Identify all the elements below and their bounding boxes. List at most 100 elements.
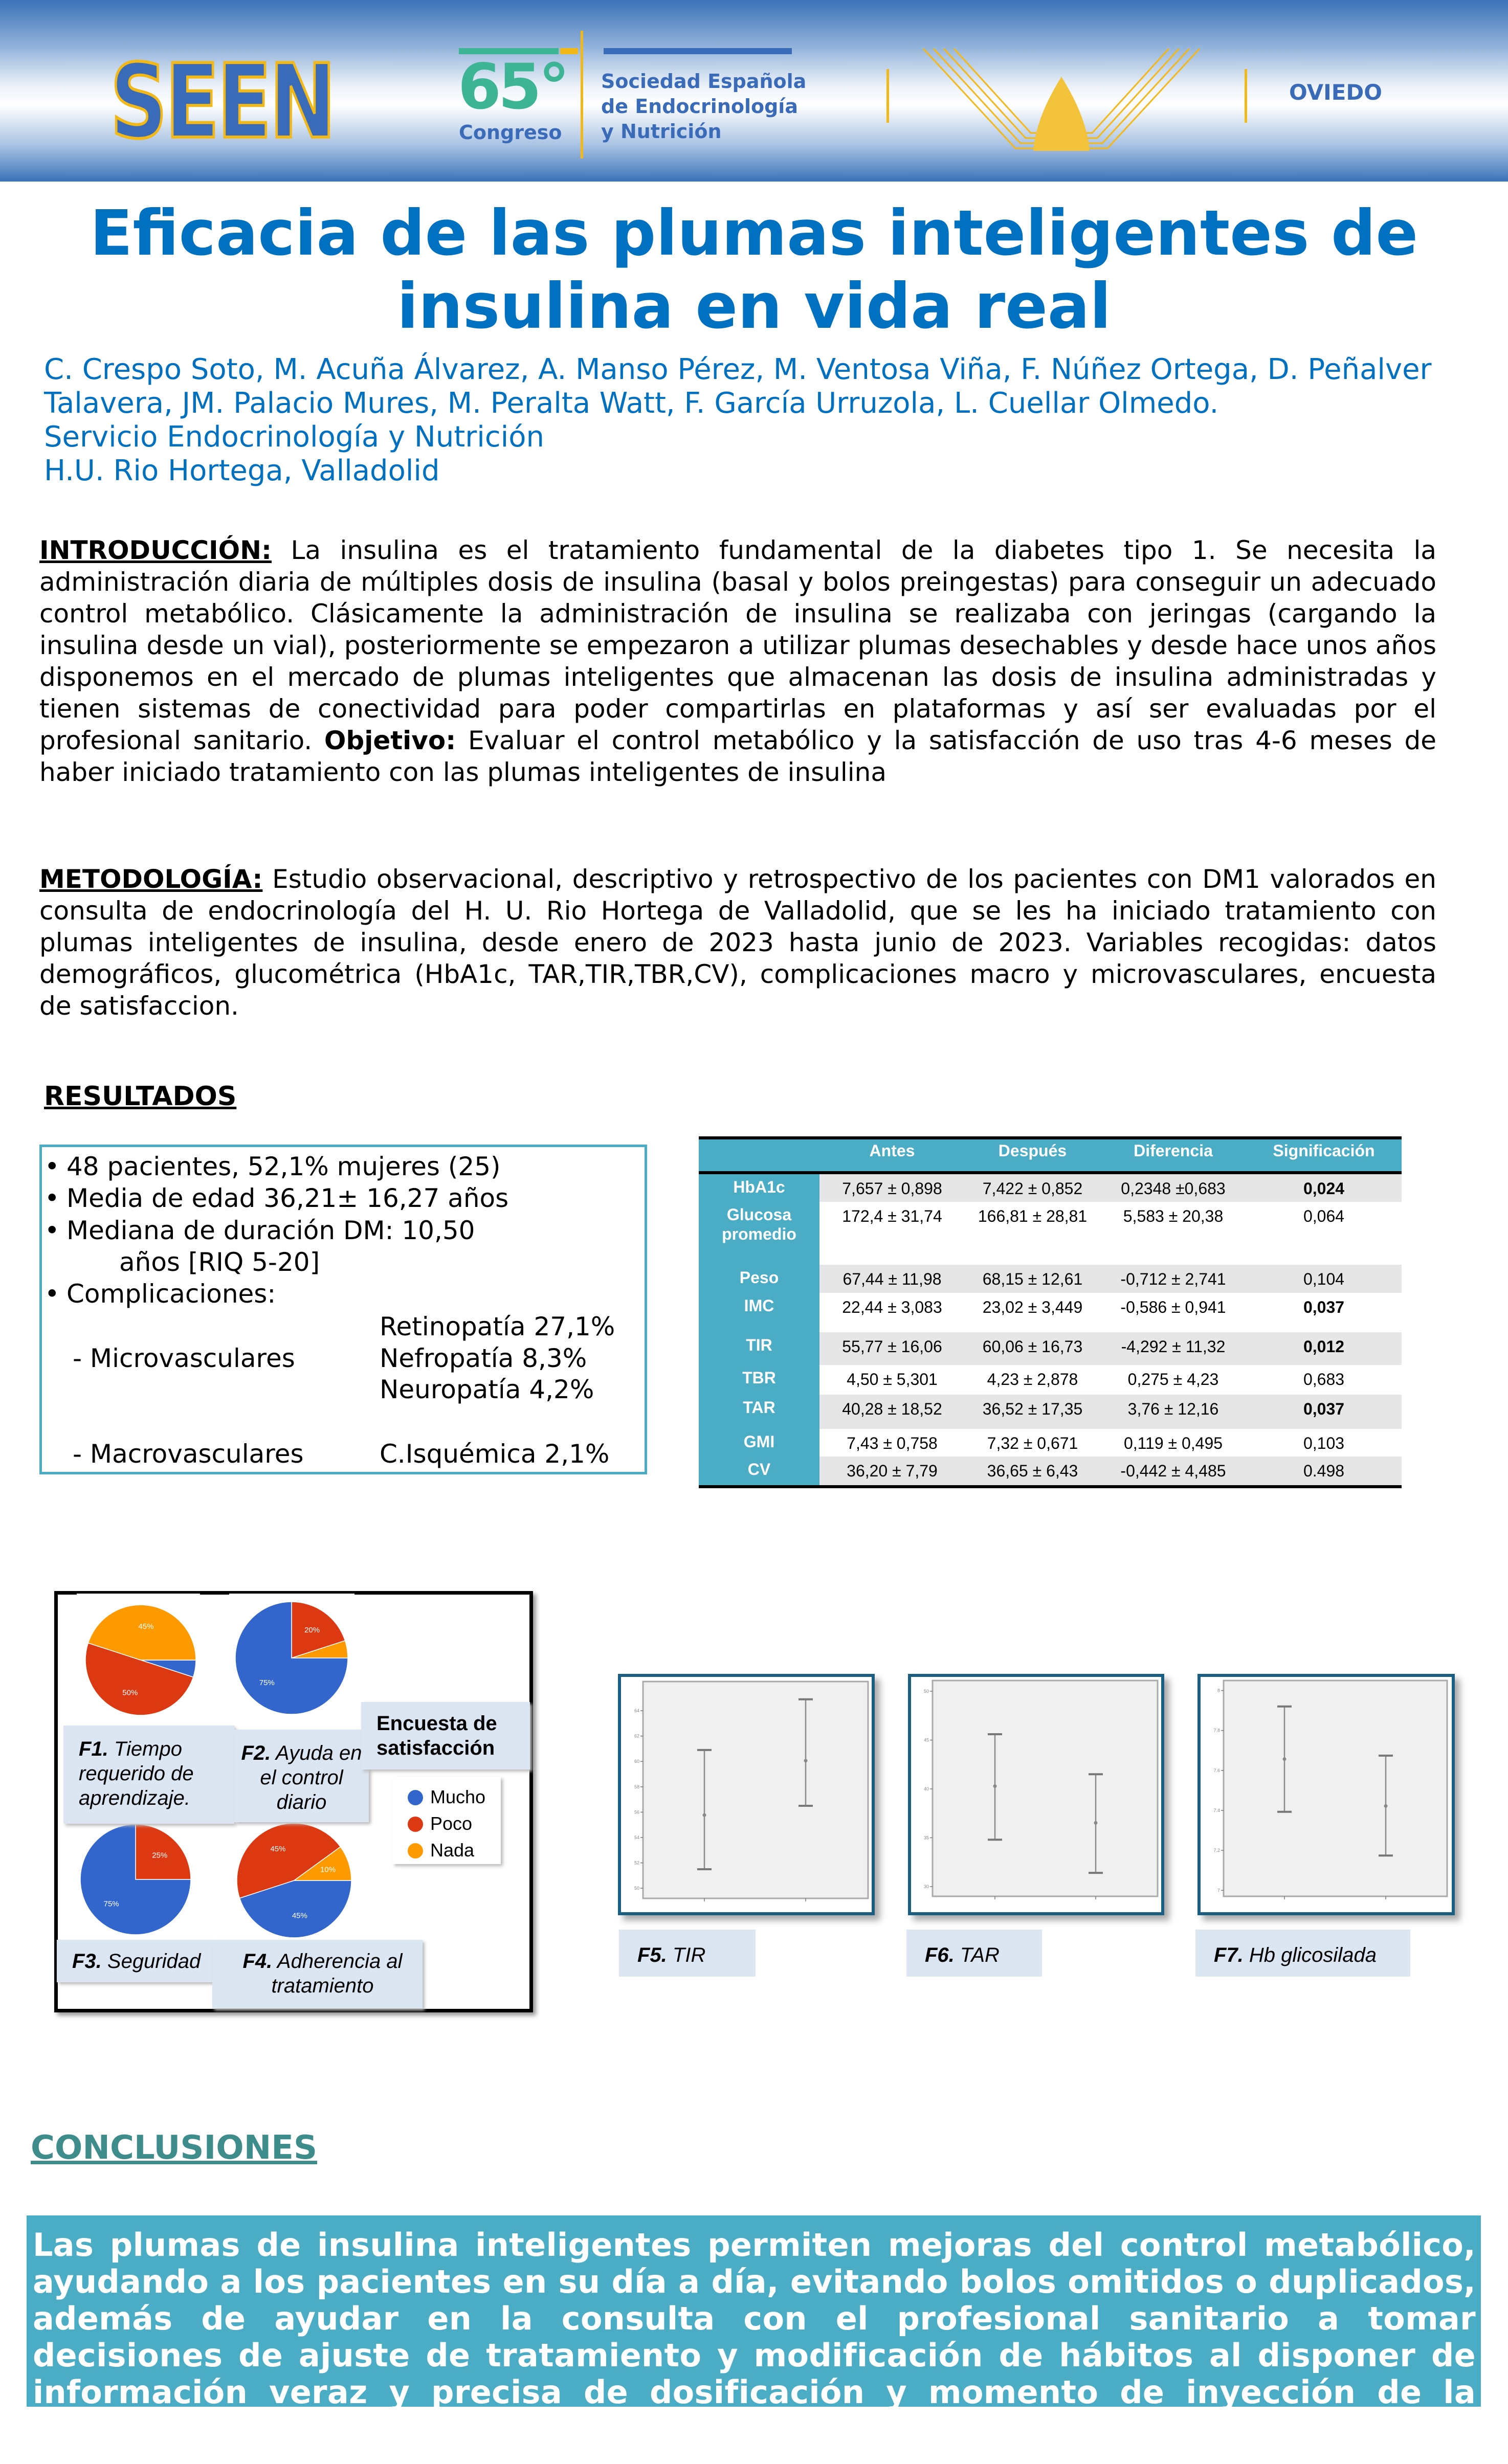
- caption-f5: F5. TIR: [619, 1930, 756, 1977]
- caption-number: F1.: [79, 1738, 108, 1760]
- bullet: •: [45, 1216, 60, 1245]
- results-heading: RESULTADOS: [44, 1081, 237, 1112]
- cell-diferencia: -0,712 ± 2,741: [1120, 1270, 1226, 1288]
- cell-antes: 7,657 ± 0,898: [842, 1179, 942, 1198]
- caption-f4: F4. Adherencia al tratamiento: [212, 1940, 423, 2008]
- header-divider: [886, 69, 889, 123]
- microvascular-label: - Microvasculares: [73, 1343, 295, 1373]
- header-divider: [1245, 69, 1247, 123]
- caption-f2: F2. Ayuda en el control diario: [234, 1730, 369, 1822]
- row-label: TAR: [699, 1395, 819, 1429]
- caption-f7: F7. Hb glicosilada: [1195, 1930, 1410, 1977]
- introduction-section: INTRODUCCIÓN: La insulina es el tratamie…: [39, 534, 1436, 788]
- microvascular-value: Nefropatía 8,3%: [380, 1343, 587, 1373]
- society-line: y Nutrición: [601, 120, 722, 143]
- caption-text: TAR: [954, 1944, 1000, 1966]
- table-row: TIR 55,77 ± 16,06 60,06 ± 16,73 -4,292 ± 11…: [699, 1332, 1402, 1365]
- cell-antes: 36,20 ± 7,79: [847, 1462, 938, 1480]
- caption-number: F2.: [241, 1742, 271, 1764]
- title-line: Eficacia de las plumas inteligentes de: [90, 197, 1418, 270]
- cell-diferencia: 0,275 ± 4,23: [1127, 1370, 1219, 1388]
- department: Servicio Endocrinología y Nutrición: [44, 420, 544, 454]
- caption-f3: F3. Seguridad: [57, 1940, 212, 1982]
- caption-f6: F6. TAR: [906, 1930, 1042, 1977]
- result-item: años [RIQ 5-20]: [119, 1247, 320, 1277]
- row-label: CV: [699, 1457, 819, 1485]
- cell-significacion: 0,024: [1303, 1179, 1345, 1198]
- row-label: Peso: [699, 1265, 819, 1293]
- chart-frame-f5: [618, 1674, 875, 1915]
- cell-diferencia: 5,583 ± 20,38: [1123, 1207, 1224, 1225]
- conclusions-box: Las plumas de insulina inteligentes perm…: [27, 2215, 1481, 2448]
- authors-line: C. Crespo Soto, M. Acuña Álvarez, A. Man…: [44, 353, 1432, 386]
- microvascular-value: Retinopatía 27,1%: [380, 1312, 615, 1341]
- caption-text: Tiempo requerido de aprendizaje.: [79, 1738, 194, 1809]
- cell-despues: 36,52 ± 17,35: [982, 1400, 1083, 1418]
- conclusions-heading: CONCLUSIONES: [31, 2129, 318, 2167]
- poster-title: Eficacia de las plumas inteligentes de i…: [0, 197, 1508, 343]
- cell-despues: 4,23 ± 2,878: [987, 1370, 1078, 1388]
- header-banner: SEEN 65° Congreso Sociedad Española de E…: [0, 0, 1508, 182]
- caption-text: TIR: [667, 1944, 706, 1966]
- microvascular-value: Neuropatía 4,2%: [380, 1375, 594, 1404]
- authors-line: Talavera, JM. Palacio Mures, M. Peralta …: [44, 387, 1219, 420]
- result-item: Media de edad 36,21± 16,27 años: [66, 1183, 509, 1213]
- logo-line-gold: [560, 48, 578, 54]
- caption-f1: F1. Tiempo requerido de aprendizaje.: [63, 1726, 234, 1824]
- cell-diferencia: -0,442 ± 4,485: [1120, 1462, 1226, 1480]
- results-summary-box: • 48 pacientes, 52,1% mujeres (25) • Med…: [39, 1145, 647, 1474]
- row-label: HbA1c: [699, 1174, 819, 1202]
- hospital: H.U. Rio Hortega, Valladolid: [44, 454, 440, 487]
- legend-item: Poco: [408, 1810, 501, 1837]
- bullet: •: [45, 1183, 60, 1213]
- caption-text: Hb glicosilada: [1243, 1944, 1377, 1966]
- macrovascular-label: - Macrovasculares: [73, 1439, 304, 1469]
- table-row: GMI 7,43 ± 0,758 7,32 ± 0,671 0,119 ± 0,495…: [699, 1429, 1402, 1457]
- introduction-text: La insulina es el tratamiento fundamenta…: [39, 535, 1436, 755]
- legend-dot-icon: [408, 1817, 423, 1832]
- results-table: Antes Después Diferencia Significación H…: [699, 1136, 1402, 1488]
- title-line: insulina en vida real: [396, 270, 1112, 343]
- result-item: 48 pacientes, 52,1% mujeres (25): [66, 1152, 501, 1181]
- golden-arch-logo-icon: [922, 48, 1201, 151]
- cell-significacion: 0,012: [1303, 1337, 1345, 1356]
- pie-legend: Mucho Poco Nada: [392, 1777, 501, 1864]
- cell-despues: 7,32 ± 0,671: [987, 1434, 1078, 1452]
- caption-number: F3.: [72, 1950, 102, 1973]
- cell-significacion: 0,104: [1303, 1270, 1345, 1288]
- cell-diferencia: 3,76 ± 12,16: [1127, 1400, 1219, 1418]
- society-line: Sociedad Española: [601, 70, 807, 93]
- table-row: HbA1c 7,657 ± 0,898 7,422 ± 0,852 0,2348 ±0…: [699, 1174, 1402, 1202]
- cell-diferencia: -4,292 ± 11,32: [1121, 1337, 1226, 1356]
- table-header-cell: Antes: [869, 1141, 915, 1160]
- table-header-cell: Diferencia: [1134, 1141, 1213, 1160]
- caption-number: F6.: [925, 1944, 955, 1966]
- cell-significacion: 0,064: [1303, 1207, 1345, 1225]
- cell-diferencia: 0,119 ± 0,495: [1123, 1434, 1223, 1452]
- result-item: Mediana de duración DM: 10,50: [66, 1216, 475, 1245]
- result-item: Complicaciones:: [66, 1279, 276, 1309]
- cell-significacion: 0,037: [1303, 1400, 1345, 1418]
- cell-antes: 22,44 ± 3,083: [842, 1298, 942, 1316]
- cell-diferencia: 0,2348 ±0,683: [1121, 1179, 1226, 1198]
- logo-divider: [581, 31, 583, 159]
- table-header-cell: [699, 1139, 819, 1171]
- logo-line-green: [459, 48, 559, 54]
- caption-number: F5.: [637, 1944, 667, 1966]
- methodology-heading: METODOLOGÍA:: [39, 864, 263, 894]
- macrovascular-value: C.Isquémica 2,1%: [380, 1439, 610, 1469]
- cell-despues: 7,422 ± 0,852: [982, 1179, 1083, 1198]
- cell-antes: 4,50 ± 5,301: [847, 1370, 938, 1388]
- society-name: Sociedad Española de Endocrinología y Nu…: [601, 69, 806, 144]
- congress-label: Congreso: [459, 121, 562, 144]
- legend-item: Mucho: [408, 1784, 501, 1810]
- table-row: TBR 4,50 ± 5,301 4,23 ± 2,878 0,275 ± 4,23 0…: [699, 1365, 1402, 1395]
- cell-significacion: 0,683: [1303, 1370, 1345, 1388]
- table-row: Glucosa promedio 172,4 ± 31,74 166,81 ± 28…: [699, 1202, 1402, 1265]
- cell-despues: 68,15 ± 12,61: [982, 1270, 1083, 1288]
- cell-antes: 7,43 ± 0,758: [847, 1434, 938, 1452]
- objective-text: Evaluar el control metabólico y la satis…: [39, 726, 1437, 787]
- city-label: OVIEDO: [1289, 80, 1382, 105]
- caption-number: F4.: [242, 1950, 273, 1973]
- table-header-row: Antes Después Diferencia Significación: [699, 1139, 1402, 1174]
